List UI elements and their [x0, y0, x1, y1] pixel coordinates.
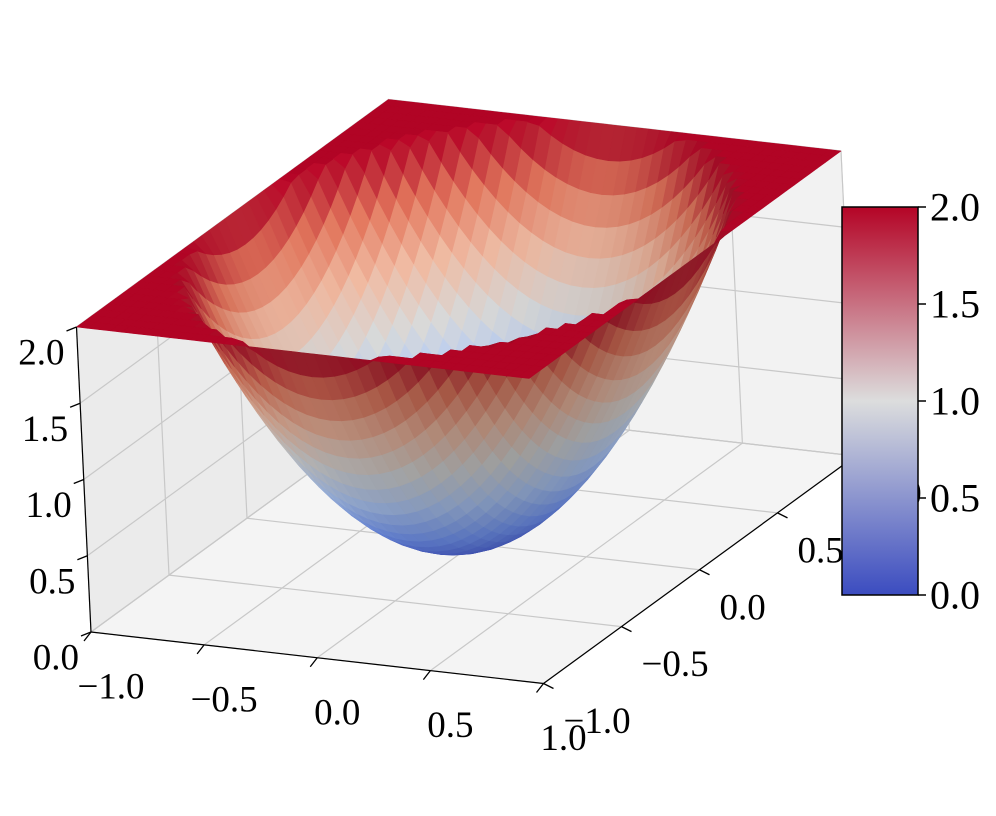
- y-tick-mark: [699, 569, 710, 576]
- z-tick-mark: [69, 402, 81, 408]
- x-tick-label: 1.0: [540, 718, 586, 759]
- colorbar-tick-label: 0.5: [930, 476, 980, 521]
- x-tick-label: 0.5: [427, 705, 473, 746]
- colorbar-tick-label: 1.5: [930, 282, 980, 327]
- colorbar: 0.0 0.5 1.0 1.5 2.0: [841, 185, 980, 618]
- y-tick-mark: [777, 512, 788, 519]
- x-tick-label: −0.5: [191, 679, 258, 720]
- z-tick-label: 2.0: [18, 333, 64, 374]
- colorbar-gradient: [841, 206, 919, 596]
- grid-line-y: [168, 574, 622, 628]
- z-tick-mark: [80, 631, 92, 637]
- y-tick-label: 0.0: [720, 587, 766, 628]
- z-tick-label: 1.0: [26, 485, 72, 526]
- surface-patch: [428, 130, 449, 163]
- z-tick-mark: [77, 555, 88, 561]
- z-tick-mark: [66, 326, 77, 332]
- z-tick-mark: [73, 478, 84, 485]
- x-tick-mark: [196, 644, 205, 655]
- surface-patch: [447, 126, 468, 152]
- x-tick-mark: [422, 670, 431, 681]
- x-tick-mark: [309, 657, 318, 668]
- y-tick-label: 0.5: [798, 530, 844, 571]
- x-tick-mark: [83, 631, 92, 642]
- colorbar-tick-label: 2.0: [930, 185, 980, 230]
- x-tick-label: 0.0: [314, 692, 360, 733]
- z-tick-label: 1.5: [22, 409, 68, 450]
- y-tick-label: −0.5: [642, 644, 709, 685]
- y-tick-label: −1.0: [564, 701, 631, 742]
- x-tick-label: −1.0: [77, 667, 144, 708]
- z-tick-label: 0.5: [29, 561, 75, 602]
- colorbar-tick-label: 0.0: [930, 573, 980, 618]
- tick-labels: −1.0−0.50.00.51.0−1.0−0.50.00.51.00.00.5…: [18, 326, 922, 759]
- x-tick-mark: [535, 683, 545, 693]
- y-tick-mark: [543, 682, 554, 690]
- colorbar-tick-label: 1.0: [930, 379, 980, 424]
- z-tick-label: 0.0: [33, 638, 79, 679]
- y-tick-mark: [621, 626, 632, 633]
- surface: [76, 99, 842, 556]
- surface-patch: [517, 371, 538, 379]
